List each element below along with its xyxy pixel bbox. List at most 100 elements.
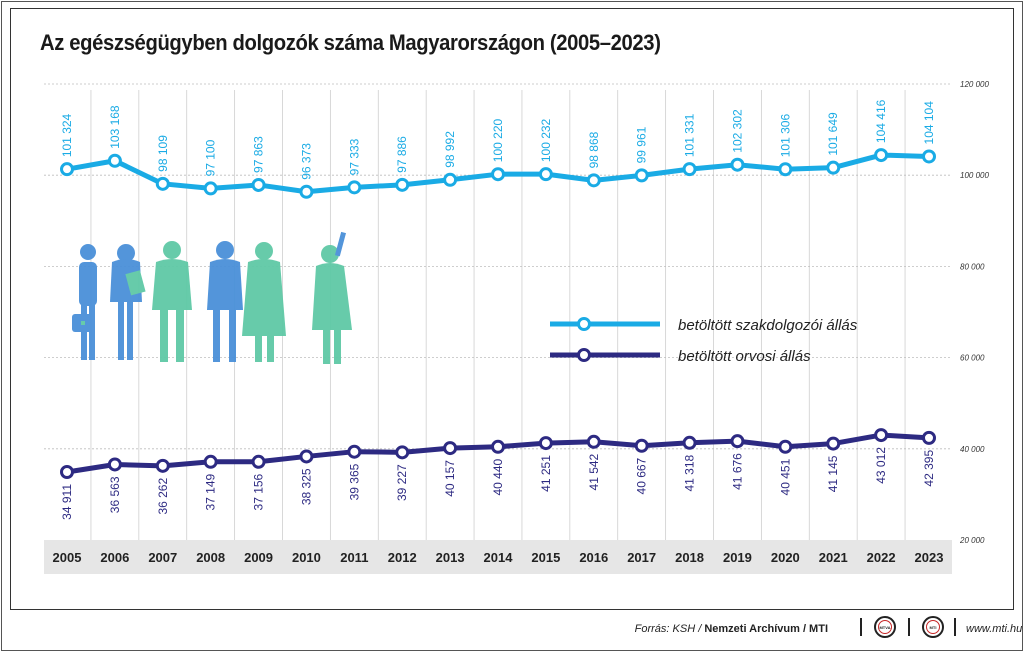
x-tick-label: 2023 <box>915 550 944 565</box>
data-point <box>778 439 793 454</box>
x-tick-label: 2015 <box>531 550 560 565</box>
data-point <box>347 180 362 195</box>
y-tick-label: 80 000 <box>960 262 985 271</box>
x-tick-label: 2008 <box>196 550 225 565</box>
mtva-logo: MTVA <box>874 616 896 638</box>
x-tick-label: 2021 <box>819 550 848 565</box>
data-label: 102 302 <box>730 109 744 153</box>
footer-separator <box>954 618 956 636</box>
legend-label-series1: betöltött szakdolgozói állás <box>678 317 858 334</box>
x-tick-label: 2020 <box>771 550 800 565</box>
data-label: 40 440 <box>491 458 505 495</box>
x-tick-label: 2009 <box>244 550 273 565</box>
data-point <box>826 160 841 175</box>
source-prefix: Forrás: KSH / <box>634 623 705 635</box>
footer: Forrás: KSH / Nemzeti Archívum / MTI MTV… <box>0 612 1024 648</box>
data-point <box>347 444 362 459</box>
data-point <box>730 434 745 449</box>
x-tick-label: 2012 <box>388 550 417 565</box>
chart-title: Az egészségügyben dolgozók száma Magyaro… <box>40 30 661 55</box>
x-tick-label: 2016 <box>579 550 608 565</box>
data-point <box>443 172 458 187</box>
data-label: 41 676 <box>730 453 744 490</box>
series-lines: 101 324 103 168 98 109 97 100 97 863 96 373 97… <box>60 99 936 520</box>
data-point <box>299 449 314 464</box>
data-label: 40 667 <box>635 457 649 494</box>
data-label: 34 911 <box>60 484 74 520</box>
x-tick-label: 2017 <box>627 550 656 565</box>
green-doctor-figure <box>152 241 192 362</box>
data-label: 98 109 <box>156 135 170 172</box>
blue-medic-figure <box>207 241 243 362</box>
source-bold: Nemzeti Archívum / MTI <box>704 623 828 635</box>
source-credit: Forrás: KSH / Nemzeti Archívum / MTI <box>635 623 828 635</box>
data-label: 39 227 <box>395 464 409 501</box>
legend: betöltött szakdolgozói állás betöltött o… <box>550 317 858 365</box>
footer-separator <box>908 618 910 636</box>
legend-item-series2: betöltött orvosi állás <box>550 348 811 365</box>
lab-scientist-figure <box>312 231 352 364</box>
data-point <box>443 441 458 456</box>
footer-separator <box>860 618 862 636</box>
data-point <box>60 162 74 177</box>
data-point <box>203 454 218 469</box>
data-point <box>922 149 936 164</box>
x-tick-label: 2019 <box>723 550 752 565</box>
y-tick-label: 20 000 <box>959 536 985 545</box>
data-point <box>874 428 889 443</box>
series-2: 34 911 36 563 36 262 37 149 37 156 38 325 39 3… <box>60 428 936 520</box>
mtva-logo-text: MTVA <box>878 620 892 634</box>
x-tick-label: 2006 <box>100 550 129 565</box>
data-label: 40 451 <box>778 458 792 495</box>
healthcare-workers-illustration <box>72 231 352 364</box>
data-point <box>107 153 122 168</box>
data-label: 42 395 <box>922 450 936 487</box>
data-point <box>395 445 410 460</box>
x-tick-label: 2011 <box>340 550 368 565</box>
data-label: 96 373 <box>299 143 313 180</box>
year-axis-band <box>44 540 952 574</box>
x-tick-label: 2018 <box>675 550 704 565</box>
data-label: 36 262 <box>156 478 170 515</box>
data-point <box>538 436 553 451</box>
data-label: 98 868 <box>587 131 601 168</box>
data-point <box>203 181 218 196</box>
data-label: 104 416 <box>874 99 888 143</box>
data-point <box>586 173 601 188</box>
x-axis-labels: 2005 2006 2007 2008 2009 2010 2011 2012 2013 2014… <box>53 550 944 565</box>
legend-label-series2: betöltött orvosi állás <box>678 348 811 365</box>
line-chart: 20 000 40 000 60 000 80 000 100 000 120 000 2… <box>44 80 989 574</box>
data-point <box>299 184 314 199</box>
data-point <box>634 168 649 183</box>
y-tick-label: 100 000 <box>960 171 989 180</box>
data-point <box>491 439 505 454</box>
x-tick-label: 2010 <box>292 550 321 565</box>
x-tick-label: 2013 <box>436 550 465 565</box>
data-label: 39 365 <box>347 463 361 500</box>
nurse-with-clipboard-figure <box>110 244 146 360</box>
data-label: 101 324 <box>60 113 74 157</box>
data-label: 38 325 <box>299 468 313 505</box>
x-tick-label: 2007 <box>148 550 177 565</box>
data-point <box>155 458 170 473</box>
data-point <box>60 465 74 480</box>
data-point <box>155 176 170 191</box>
data-label: 97 100 <box>204 139 218 176</box>
data-point <box>586 434 601 449</box>
data-label: 100 232 <box>539 118 553 162</box>
data-point <box>538 167 553 182</box>
data-label: 104 104 <box>922 101 936 145</box>
data-label: 100 220 <box>491 118 505 162</box>
green-coat-figure <box>242 242 286 362</box>
data-label: 101 649 <box>826 112 840 156</box>
legend-item-series1: betöltött szakdolgozói állás <box>550 317 858 334</box>
x-tick-label: 2022 <box>867 550 896 565</box>
x-tick-label: 2014 <box>484 550 514 565</box>
data-label: 97 886 <box>395 136 409 173</box>
data-point <box>778 162 793 177</box>
data-point <box>491 167 505 182</box>
website-link[interactable]: www.mti.hu <box>966 623 1023 635</box>
data-label: 40 157 <box>443 460 457 497</box>
data-point <box>682 162 697 177</box>
y-tick-label: 40 000 <box>960 445 985 454</box>
